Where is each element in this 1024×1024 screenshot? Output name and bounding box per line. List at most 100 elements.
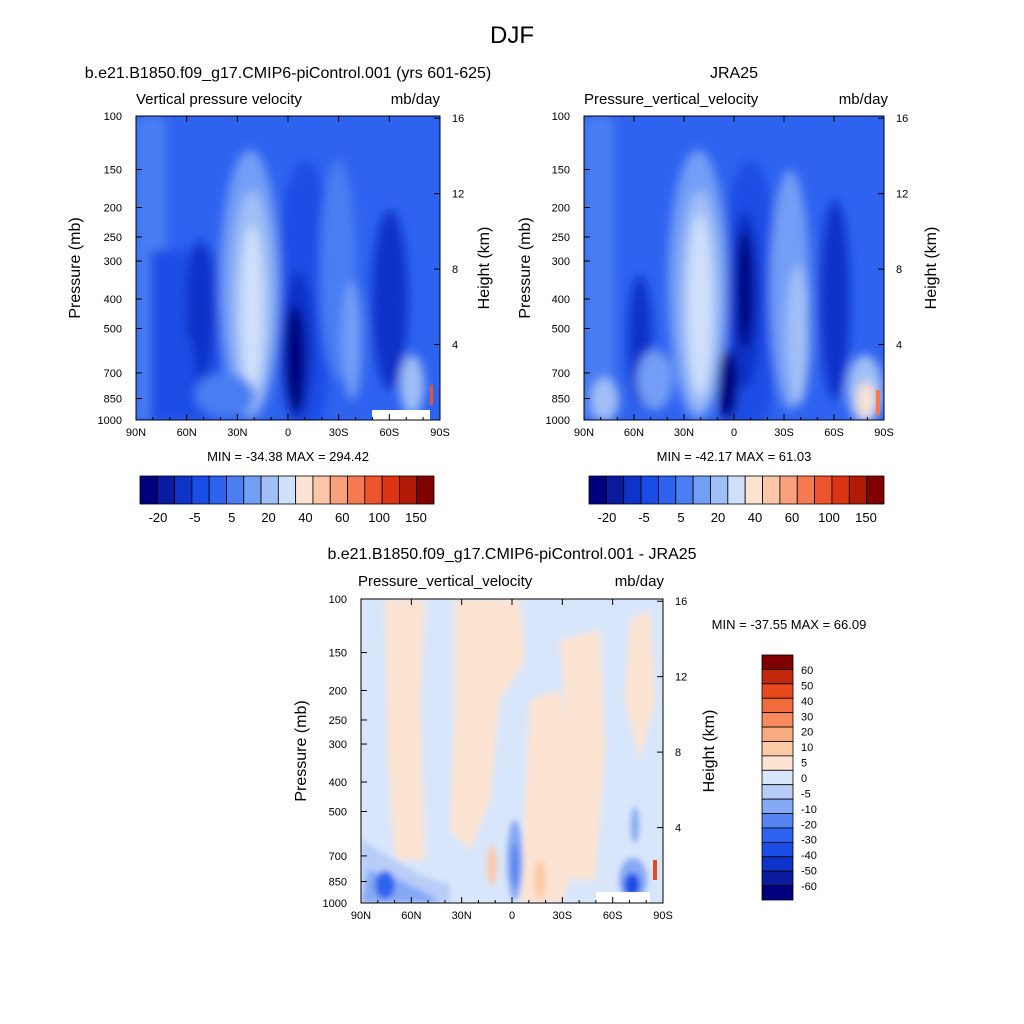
- pressure-tick-label: 100: [104, 111, 122, 123]
- figure-title: DJF: [490, 22, 534, 49]
- colorbar-swatch: [710, 475, 729, 505]
- model-units-label: mb/day: [391, 91, 441, 108]
- colorbar-label: 20: [711, 510, 725, 525]
- colorbar-swatch: [761, 726, 794, 742]
- height-tick-label: 4: [675, 823, 681, 835]
- colorbar-swatch: [761, 669, 794, 685]
- colorbar-swatch: [208, 475, 227, 505]
- colorbar-swatch: [243, 475, 262, 505]
- lat-tick-label: 90S: [430, 427, 450, 439]
- colorbar-label: -20: [149, 510, 168, 525]
- colorbar-swatch: [761, 841, 794, 858]
- diff-left-axis: 100 150 200 250 300 400 500 700 850 1000: [323, 594, 367, 910]
- panel-diff: b.e21.B1850.f09_g17.CMIP6-piControl.001 …: [293, 546, 866, 922]
- obs-left-axis: 100 150 200 250 300 400 500 700 850 1000: [546, 111, 590, 427]
- pressure-tick-label: 200: [329, 686, 347, 698]
- diff-contour-field: [361, 599, 663, 903]
- pressure-tick-label: 400: [104, 294, 122, 306]
- colorbar-label: -30: [801, 835, 817, 847]
- colorbar-swatch: [762, 475, 781, 505]
- colorbar-swatch: [416, 475, 435, 505]
- obs-title: JRA25: [710, 65, 758, 82]
- colorbar-swatch: [226, 475, 245, 505]
- model-bottom-axis: 90N 60N 30N 0 30S 60S 90S: [126, 116, 450, 439]
- model-left-label: Vertical pressure velocity: [136, 91, 302, 108]
- colorbar-label: -60: [801, 881, 817, 893]
- lat-tick-label: 30N: [674, 427, 694, 439]
- lat-tick-label: 60S: [603, 910, 623, 922]
- model-title: b.e21.B1850.f09_g17.CMIP6-piControl.001 …: [85, 65, 491, 82]
- colorbar-swatch: [761, 712, 794, 728]
- colorbar-swatch: [623, 475, 642, 505]
- colorbar-swatch: [727, 475, 746, 505]
- pressure-tick-label: 1000: [98, 415, 122, 427]
- obs-left-label: Pressure_vertical_velocity: [584, 91, 759, 108]
- colorbar-label: -20: [598, 510, 617, 525]
- colorbar-swatch: [761, 856, 794, 872]
- colorbar-swatch: [658, 475, 677, 505]
- obs-units-label: mb/day: [839, 91, 889, 108]
- colorbar-swatch: [312, 475, 331, 505]
- pressure-tick-label: 300: [329, 739, 347, 751]
- model-right-axis: 16 12 8 4: [434, 113, 464, 352]
- model-stats: MIN = -34.38 MAX = 294.42: [207, 449, 369, 464]
- lat-tick-label: 30S: [329, 427, 349, 439]
- pressure-tick-label: 500: [329, 806, 347, 818]
- pressure-tick-label: 250: [329, 715, 347, 727]
- colorbar-swatch: [761, 755, 794, 771]
- colorbar-swatch: [761, 654, 794, 670]
- lat-tick-label: 90N: [574, 427, 594, 439]
- colorbar-label: -5: [638, 510, 650, 525]
- pressure-tick-label: 700: [552, 368, 570, 380]
- obs-right-axis: 16 12 8 4: [878, 113, 908, 352]
- colorbar-label: -5: [189, 510, 201, 525]
- lat-tick-label: 30S: [553, 910, 573, 922]
- colorbar-label: 20: [261, 510, 275, 525]
- colorbar-label: 100: [368, 510, 390, 525]
- colorbar-swatch: [831, 475, 850, 505]
- pressure-tick-label: 200: [104, 203, 122, 215]
- height-tick-label: 12: [452, 189, 464, 201]
- diff-title: b.e21.B1850.f09_g17.CMIP6-piControl.001 …: [327, 546, 696, 563]
- colorbar-swatch: [761, 769, 794, 786]
- model-ylabel-right: Height (km): [476, 227, 493, 310]
- colorbar-swatch: [761, 827, 794, 843]
- panel-model: b.e21.B1850.f09_g17.CMIP6-piControl.001 …: [67, 65, 493, 464]
- lat-tick-label: 30S: [774, 427, 794, 439]
- pressure-tick-label: 250: [552, 232, 570, 244]
- height-tick-label: 12: [896, 189, 908, 201]
- colorbar-label: 40: [298, 510, 312, 525]
- pressure-tick-label: 150: [104, 165, 122, 177]
- colorbar-swatch: [744, 475, 763, 505]
- colorbar-label: -50: [801, 866, 817, 878]
- model-contour-field: [136, 116, 440, 420]
- pressure-tick-label: 400: [329, 777, 347, 789]
- pressure-tick-label: 700: [104, 368, 122, 380]
- height-tick-label: 8: [675, 747, 681, 759]
- height-tick-label: 4: [896, 340, 902, 352]
- colorbar-swatch: [761, 741, 794, 757]
- colorbar-swatch: [277, 475, 297, 505]
- colorbar-label: 150: [405, 510, 427, 525]
- obs-contour-field: [584, 116, 884, 420]
- diff-stats: MIN = -37.55 MAX = 66.09: [712, 617, 867, 632]
- colorbar-swatch: [761, 697, 794, 714]
- colorbar-model: -20 -5 5 20 40 60 100 150: [139, 475, 435, 525]
- height-tick-label: 16: [452, 113, 464, 125]
- lat-tick-label: 30N: [227, 427, 247, 439]
- colorbar-label: 0: [801, 773, 807, 785]
- pressure-tick-label: 150: [552, 165, 570, 177]
- colorbar-label: 60: [785, 510, 799, 525]
- pressure-tick-label: 700: [329, 851, 347, 863]
- height-tick-label: 16: [896, 113, 908, 125]
- obs-ylabel-left: Pressure (mb): [517, 217, 534, 318]
- height-tick-label: 12: [675, 672, 687, 684]
- model-ylabel-left: Pressure (mb): [67, 217, 84, 318]
- colorbar-swatch: [675, 475, 694, 505]
- colorbar-swatch: [364, 475, 383, 505]
- colorbar-label: 40: [748, 510, 762, 525]
- pressure-tick-label: 850: [552, 394, 570, 406]
- colorbar-label: 5: [228, 510, 235, 525]
